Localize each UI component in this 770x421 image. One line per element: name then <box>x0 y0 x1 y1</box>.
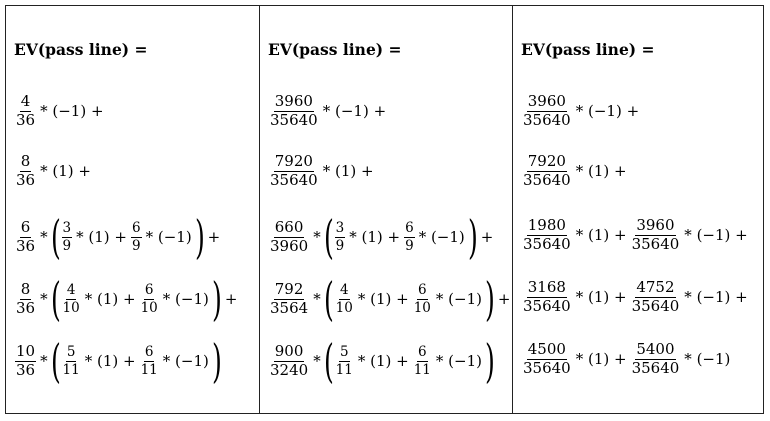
fraction: 7920 35640 <box>523 152 571 189</box>
fraction: 4500 35640 <box>523 340 571 377</box>
term-row: 3168 35640 * (1) + 4752 35640 * (−1) + <box>523 278 748 315</box>
fraction: 4 10 <box>335 282 353 316</box>
fraction: 8 36 <box>16 279 36 317</box>
fraction: 5 11 <box>62 344 80 378</box>
term-row: 900 3240 * ( 5 11 * (1) + 6 11 * (−1) ) <box>270 334 495 388</box>
fraction: 4752 35640 <box>631 278 680 315</box>
column-title: EV(pass line) = <box>521 40 655 59</box>
fraction: 8 36 <box>16 152 36 189</box>
column-2: EV(pass line) = 3960 35640 * (−1) + 7920 3… <box>259 6 512 413</box>
left-paren: ( <box>323 210 334 264</box>
fraction: 7920 35640 <box>270 152 318 189</box>
left-paren: ( <box>323 334 334 388</box>
term-row: 8 36 * ( 4 10 * (1) + 6 10 * (−1) ) + <box>16 272 238 326</box>
right-paren: ) <box>467 210 478 264</box>
fraction: 5 11 <box>335 344 353 378</box>
term-row: 10 36 * ( 5 11 * (1) + 6 11 * (−1) ) <box>15 334 222 388</box>
term-row: 8 36 * (1) + <box>16 152 91 189</box>
fraction: 3960 35640 <box>631 216 680 253</box>
right-paren: ) <box>485 334 495 388</box>
column-1: EV(pass line) = 4 36 * (−1) + 8 36 * (1) +… <box>6 6 259 413</box>
fraction: 792 3564 <box>270 279 309 317</box>
fraction: 3168 35640 <box>523 278 571 315</box>
left-paren: ( <box>50 334 61 388</box>
fraction: 6 11 <box>140 344 158 378</box>
right-paren: ) <box>485 272 495 326</box>
fraction: 3960 35640 <box>523 92 571 129</box>
column-title: EV(pass line) = <box>14 40 148 59</box>
fraction: 10 36 <box>15 341 37 379</box>
fraction: 3960 35640 <box>270 92 318 129</box>
right-paren: ) <box>194 210 205 264</box>
fraction: 660 3960 <box>270 217 309 255</box>
term-row: 4500 35640 * (1) + 5400 35640 * (−1) <box>523 340 731 377</box>
term-row: 3960 35640 * (−1) + <box>523 92 640 129</box>
term-row: 7920 35640 * (1) + <box>523 152 627 189</box>
column-title: EV(pass line) = <box>268 40 402 59</box>
fraction: 900 3240 <box>270 341 309 379</box>
term-row: 7920 35640 * (1) + <box>270 152 374 189</box>
left-paren: ( <box>50 210 61 264</box>
fraction: 1980 35640 <box>523 216 571 253</box>
term-row: 3960 35640 * (−1) + <box>270 92 387 129</box>
fraction: 6 36 <box>16 217 36 255</box>
term-row: 1980 35640 * (1) + 3960 35640 * (−1) + <box>523 216 748 253</box>
fraction: 6 10 <box>140 282 158 316</box>
column-3: EV(pass line) = 3960 35640 * (−1) + 7920 3… <box>512 6 763 413</box>
fraction: 6 10 <box>413 282 431 316</box>
fraction: 4 10 <box>62 282 80 316</box>
fraction: 5400 35640 <box>631 340 680 377</box>
right-paren: ) <box>211 272 222 326</box>
fraction: 6 11 <box>413 344 431 378</box>
left-paren: ( <box>323 272 334 326</box>
fraction: 4 36 <box>16 92 36 129</box>
right-paren: ) <box>211 334 222 388</box>
term-row: 4 36 * (−1) + <box>16 92 104 129</box>
term-row: 792 3564 * ( 4 10 * (1) + 6 10 * (−1) ) + <box>270 272 511 326</box>
left-paren: ( <box>50 272 61 326</box>
equation-table: EV(pass line) = 4 36 * (−1) + 8 36 * (1) +… <box>5 5 764 414</box>
